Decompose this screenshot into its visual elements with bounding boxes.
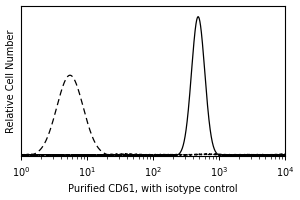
X-axis label: Purified CD61, with isotype control: Purified CD61, with isotype control	[68, 184, 238, 194]
Y-axis label: Relative Cell Number: Relative Cell Number	[6, 29, 16, 133]
